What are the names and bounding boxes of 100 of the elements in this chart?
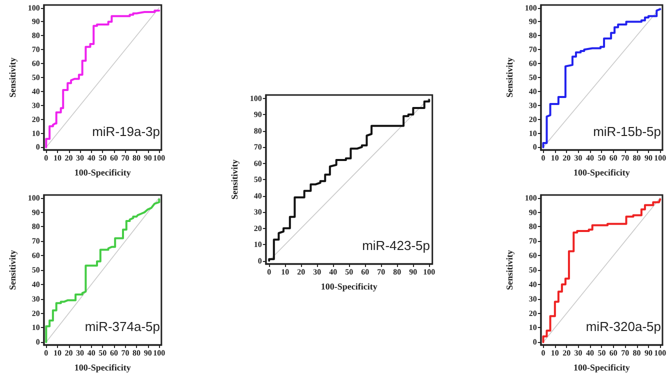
y-tick-label: 70: [528, 45, 537, 54]
y-axis-title: Sensitivity: [504, 57, 514, 98]
y-tick-label: 100: [28, 3, 40, 12]
y-axis-title: Sensitivity: [230, 159, 240, 200]
y-axis-title: Sensitivity: [8, 250, 18, 290]
x-tick-label: 90: [644, 348, 652, 358]
x-tick-label: 10: [53, 154, 62, 162]
x-tick-label: 80: [393, 268, 402, 276]
x-tick-label: 90: [409, 268, 418, 276]
x-axis-title: 100-Specificity: [74, 168, 132, 178]
x-tick-label: 20: [64, 154, 73, 162]
y-tick-label: 20: [32, 308, 40, 318]
x-tick-label: 100: [423, 268, 436, 276]
annotation: miR-320a-5p: [586, 319, 662, 334]
x-tick-label: 20: [64, 348, 73, 358]
x-tick-label: 60: [110, 154, 118, 162]
y-tick-label: 70: [254, 142, 262, 152]
y-tick-label: 0: [258, 256, 262, 266]
y-tick-label: 100: [28, 193, 40, 202]
y-tick-label: 10: [528, 128, 537, 138]
x-tick-label: 30: [76, 154, 84, 162]
y-tick-label: 80: [528, 31, 537, 40]
x-axis-title: 100-Specificity: [573, 168, 630, 178]
x-tick-label: 80: [132, 348, 141, 358]
y-tick-label: 30: [254, 208, 262, 216]
x-tick-label: 30: [76, 348, 84, 358]
y-tick-label: 70: [32, 236, 40, 246]
x-tick-label: 40: [586, 348, 594, 358]
y-tick-label: 40: [254, 191, 262, 200]
annotation: miR-19a-3p: [92, 124, 160, 139]
x-tick-label: 0: [267, 268, 272, 276]
y-tick-label: 90: [528, 17, 537, 26]
y-tick-label: 90: [254, 110, 262, 119]
y-tick-label: 80: [32, 222, 40, 232]
y-tick-label: 30: [528, 100, 537, 110]
x-tick-label: 10: [550, 154, 559, 162]
x-tick-label: 50: [598, 154, 606, 162]
y-axis-title: Sensitivity: [8, 57, 18, 98]
x-tick-label: 100: [654, 348, 666, 358]
y-tick-label: 80: [254, 126, 262, 136]
y-tick-label: 70: [32, 45, 40, 54]
x-tick-label: 60: [609, 348, 618, 358]
x-tick-label: 20: [562, 348, 571, 358]
annotation: miR-374a-5p: [84, 319, 160, 334]
y-tick-label: 60: [32, 59, 40, 68]
x-tick-label: 0: [44, 348, 48, 358]
y-tick-label: 0: [532, 142, 537, 152]
x-tick-label: 100: [654, 154, 666, 162]
y-tick-label: 40: [528, 86, 537, 96]
x-axis-title: 100-Specificity: [320, 282, 378, 292]
y-tick-label: 0: [36, 338, 40, 347]
x-tick-label: 40: [87, 154, 96, 162]
x-tick-label: 60: [609, 154, 618, 162]
y-tick-label: 50: [528, 73, 537, 82]
y-tick-label: 20: [528, 114, 537, 124]
annotation: miR-423-5p: [362, 238, 430, 253]
y-tick-label: 90: [528, 208, 537, 217]
y-tick-label: 60: [528, 59, 537, 68]
y-tick-label: 40: [32, 280, 40, 289]
y-tick-label: 30: [32, 100, 40, 110]
x-tick-label: 30: [574, 154, 582, 162]
x-tick-label: 50: [345, 268, 354, 276]
y-tick-label: 100: [524, 3, 537, 12]
x-tick-label: 60: [361, 268, 370, 276]
y-tick-label: 40: [32, 86, 40, 96]
y-tick-label: 80: [32, 31, 40, 40]
x-tick-label: 0: [44, 154, 48, 162]
x-tick-label: 100: [153, 154, 166, 162]
y-tick-label: 10: [32, 128, 40, 138]
x-tick-label: 40: [586, 154, 594, 162]
y-tick-label: 60: [528, 251, 537, 260]
y-tick-label: 90: [32, 17, 40, 26]
x-tick-label: 70: [621, 154, 630, 162]
x-tick-label: 50: [598, 348, 606, 358]
x-tick-label: 100: [153, 348, 166, 358]
x-tick-label: 70: [121, 348, 130, 358]
x-tick-label: 30: [313, 268, 322, 276]
x-tick-label: 20: [297, 268, 306, 276]
y-tick-label: 60: [32, 251, 40, 260]
y-tick-label: 10: [254, 240, 262, 249]
x-tick-label: 40: [87, 348, 96, 358]
x-tick-label: 10: [53, 348, 62, 358]
x-tick-label: 30: [574, 348, 582, 358]
x-tick-label: 90: [144, 348, 152, 358]
x-tick-label: 0: [541, 348, 546, 358]
y-tick-label: 100: [524, 193, 537, 202]
y-tick-label: 20: [32, 114, 40, 124]
x-tick-label: 10: [550, 348, 559, 358]
x-tick-label: 80: [632, 154, 641, 162]
y-tick-label: 30: [32, 294, 40, 304]
x-tick-label: 20: [562, 154, 571, 162]
y-tick-label: 90: [32, 208, 40, 217]
x-tick-label: 50: [98, 348, 107, 358]
y-tick-label: 50: [254, 175, 262, 184]
x-axis-title: 100-Specificity: [573, 362, 630, 372]
y-axis-title: Sensitivity: [504, 250, 514, 290]
y-tick-label: 40: [528, 280, 537, 289]
y-tick-label: 20: [254, 224, 262, 233]
x-tick-label: 90: [144, 154, 152, 162]
y-tick-label: 70: [528, 236, 537, 246]
